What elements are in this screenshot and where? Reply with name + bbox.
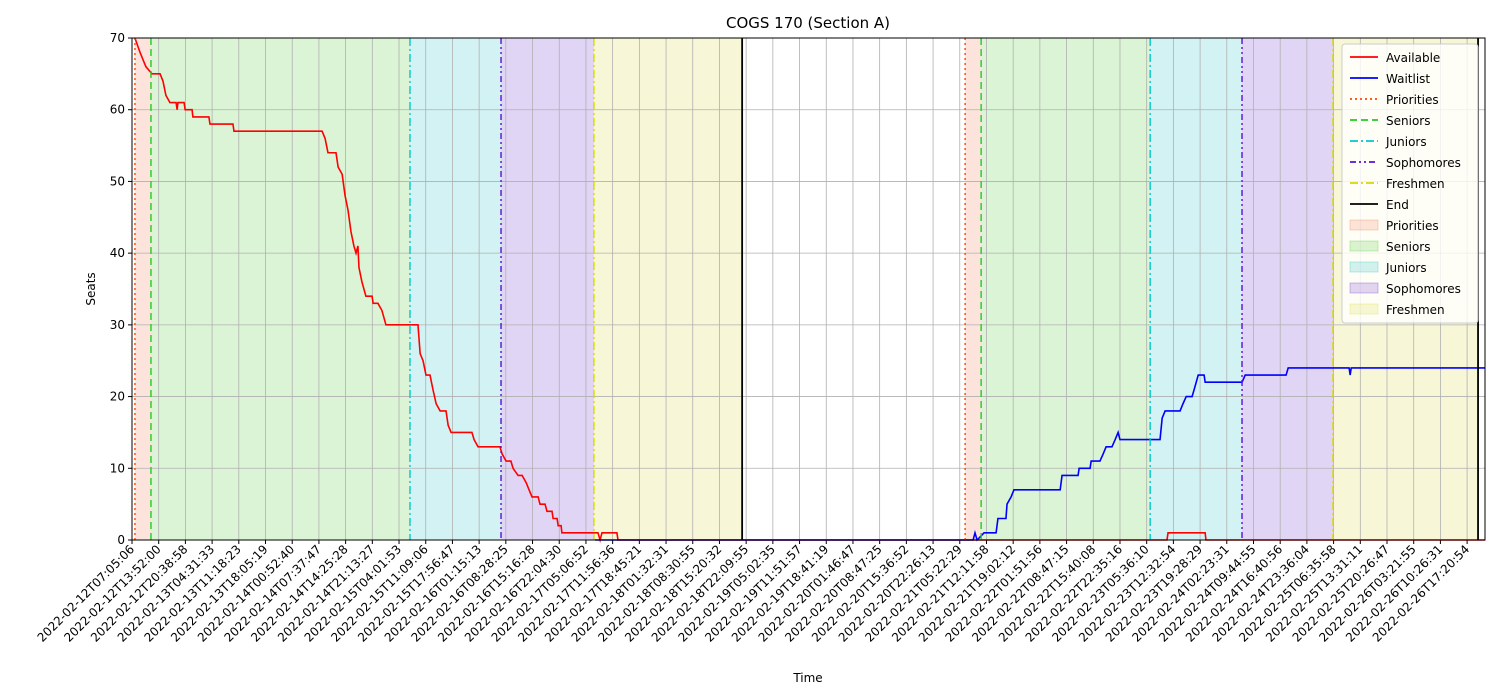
legend-box (1341, 43, 1479, 324)
chart-title: COGS 170 (Section A) (726, 14, 890, 32)
legend-label: Seniors (1386, 114, 1430, 128)
y-tick-label: 30 (110, 318, 125, 332)
legend-swatch (1349, 261, 1379, 273)
phase-span (593, 38, 743, 540)
y-tick-label: 20 (110, 390, 125, 404)
legend-label: End (1386, 198, 1409, 212)
y-tick-label: 0 (117, 533, 125, 547)
phase-span (1242, 38, 1334, 540)
legend-label: Sophomores (1386, 156, 1461, 170)
legend-label: Waitlist (1386, 72, 1430, 86)
y-tick-label: 10 (110, 461, 125, 475)
legend-label: Juniors (1385, 261, 1427, 275)
legend-label: Seniors (1386, 240, 1430, 254)
y-tick-label: 70 (110, 31, 125, 45)
legend-label: Freshmen (1386, 303, 1445, 317)
y-axis-label: Seats (84, 272, 98, 305)
phase-span (501, 38, 594, 540)
legend-swatch (1349, 219, 1379, 231)
y-tick-label: 40 (110, 246, 125, 260)
legend-swatch (1349, 303, 1379, 315)
plot-frame (131, 37, 1486, 541)
phase-span (134, 38, 151, 540)
legend-label: Sophomores (1386, 282, 1461, 296)
legend-label: Juniors (1385, 135, 1427, 149)
legend-swatch (1349, 240, 1379, 252)
phase-span (981, 38, 1151, 540)
legend-label: Priorities (1386, 93, 1439, 107)
legend-label: Freshmen (1386, 177, 1445, 191)
phase-span (409, 38, 502, 540)
phase-span (150, 38, 410, 540)
legend-label: Available (1386, 51, 1440, 65)
y-tick-label: 60 (110, 103, 125, 117)
y-tick-label: 50 (110, 174, 125, 188)
legend-label: Priorities (1386, 219, 1439, 233)
legend: Available Waitlist Priorities Seniors Junior… (1341, 43, 1479, 324)
phase-span (965, 38, 982, 540)
phase-span (1150, 38, 1243, 540)
series-line (134, 37, 1485, 543)
legend-swatch (1349, 282, 1379, 294)
x-axis-label: Time (792, 671, 822, 685)
